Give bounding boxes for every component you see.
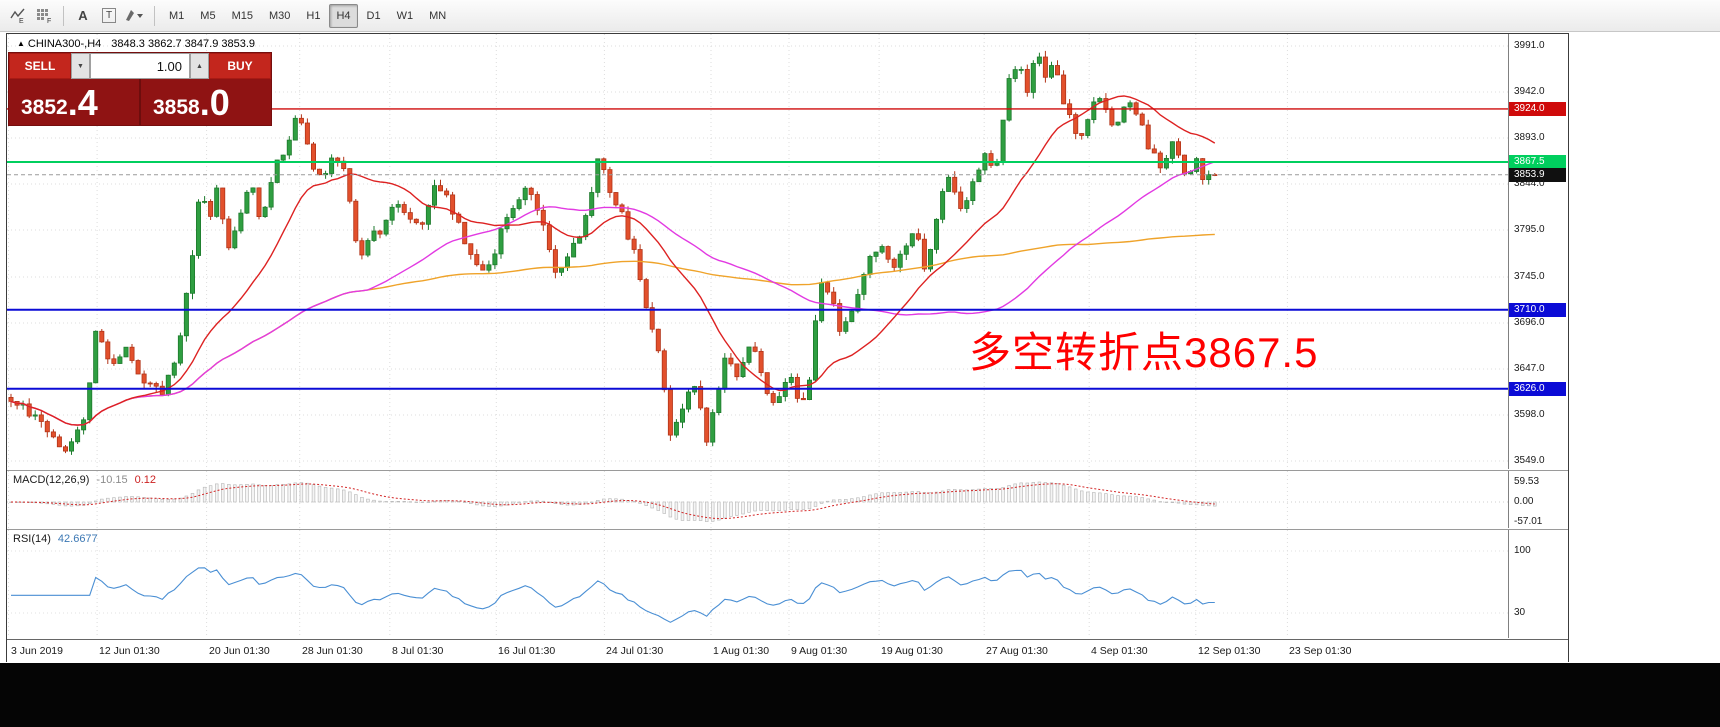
time-axis-label: 1 Aug 01:30 [713,645,770,657]
macd-panel: MACD(12,26,9) -10.15 0.12 59.53 0.00 -57.01 [7,470,1568,528]
timeframe-w1[interactable]: W1 [396,9,414,22]
price-axis-label: 3795.0 [1514,224,1545,235]
top-toolbar: E F A T M1 M5 M15 M30 H1 H4 D1 W1 MN [0,0,1720,32]
font-tool-button[interactable]: A [71,4,95,28]
price-axis[interactable]: 3924.0 3867.5 3853.9 3710.0 3626.0 3991.0 3942… [1508,34,1568,469]
timeframe-m5[interactable]: M5 [200,9,216,22]
ohlc-values: 3848.3 3862.7 3847.9 3853.9 [111,38,256,50]
price-axis-label: 3647.0 [1514,363,1545,374]
rsi-label: RSI(14) 42.6677 [13,533,98,545]
toolbar-separator [154,5,155,26]
rsi-axis[interactable]: 100 30 [1508,530,1568,638]
price-tag: 3710.0 [1509,303,1566,317]
one-click-trade-panel: SELL ▼ ▲ BUY 3852 .4 3858 .0 [9,53,271,125]
svg-text:F: F [47,18,51,24]
dropdown-chevron-icon [137,14,143,18]
time-axis-label: 19 Aug 01:30 [881,645,943,657]
indicator-grid-icon: F [36,9,51,24]
shapes-tool-icon [126,10,143,21]
macd-main-value: -10.15 [96,474,128,486]
price-axis-label: 3598.0 [1514,409,1545,420]
price-tag: 3867.5 [1509,155,1566,169]
macd-axis-label: 59.53 [1514,476,1540,487]
bid-price-fraction: .4 [67,82,98,123]
price-tag: 3924.0 [1509,102,1566,116]
pivot-annotation-text: 多空转折点3867.5 [969,329,1319,376]
buy-button[interactable]: BUY [209,53,271,79]
chart-window: ▲ CHINA300-,H4 3848.3 3862.7 3847.9 3853.9… [6,33,1569,662]
time-axis-label: 12 Jun 01:30 [99,645,160,657]
time-axis-label: 9 Aug 01:30 [791,645,848,657]
time-axis-label: 16 Jul 01:30 [498,645,556,657]
volume-decrease-button[interactable]: ▼ [71,53,90,79]
price-tag: 3626.0 [1509,382,1566,396]
macd-axis[interactable]: 59.53 0.00 -57.01 [1508,471,1568,528]
ask-price-main: 3858 [153,96,200,119]
price-axis-label: 3893.0 [1514,132,1545,143]
price-axis-label: 3844.0 [1514,178,1545,189]
volume-increase-button[interactable]: ▲ [190,53,209,79]
line-studies-button[interactable]: E [6,4,30,28]
time-axis-label: 24 Jul 01:30 [606,645,664,657]
timeframe-m1[interactable]: M1 [169,9,185,22]
time-axis-label: 4 Sep 01:30 [1091,645,1148,657]
collapse-triangle-icon[interactable]: ▲ [17,39,25,48]
shapes-tool-button[interactable] [123,4,147,28]
candlestick-chart-canvas[interactable] [7,34,1508,469]
sell-button[interactable]: SELL [9,53,71,79]
timeframe-m15[interactable]: M15 [231,9,253,22]
price-panel: ▲ CHINA300-,H4 3848.3 3862.7 3847.9 3853.9… [7,34,1568,469]
chart-title: ▲ CHINA300-,H4 3848.3 3862.7 3847.9 3853.9 [17,38,255,50]
bid-price-main: 3852 [21,96,68,119]
price-tag: 3853.9 [1509,168,1566,182]
rsi-chart-canvas[interactable] [7,530,1508,638]
ask-price-display[interactable]: 3858 .0 [139,79,271,125]
rsi-name: RSI(14) [13,533,51,545]
rsi-value: 42.6677 [57,533,98,545]
time-axis-label: 8 Jul 01:30 [392,645,444,657]
macd-signal-value: 0.12 [134,474,157,486]
time-axis-label: 28 Jun 01:30 [302,645,363,657]
bid-price-display[interactable]: 3852 .4 [9,79,139,125]
ask-price-fraction: .0 [199,82,230,123]
time-axis-label: 12 Sep 01:30 [1198,645,1261,657]
indicator-list-button[interactable]: F [32,4,56,28]
time-axis-label: 20 Jun 01:30 [209,645,270,657]
toolbar-separator [63,5,64,26]
time-axis-label: 3 Jun 2019 [11,645,63,657]
volume-input[interactable] [90,53,190,79]
time-axis-label: 27 Aug 01:30 [986,645,1048,657]
rsi-axis-label: 30 [1514,607,1526,618]
timeframe-m30[interactable]: M30 [268,9,291,22]
timeframe-h4[interactable]: H4 [329,3,358,28]
macd-name: MACD(12,26,9) [13,474,90,486]
svg-text:E: E [19,18,24,24]
macd-axis-label: 0.00 [1514,496,1534,507]
timeframe-h1[interactable]: H1 [306,9,321,22]
price-axis-label: 3549.0 [1514,455,1545,466]
price-axis-label: 3696.0 [1514,317,1545,328]
font-tool-icon: A [78,8,88,23]
line-studies-icon: E [9,8,25,24]
price-axis-label: 3942.0 [1514,86,1545,97]
text-label-tool-button[interactable]: T [97,4,121,28]
price-axis-label: 3745.0 [1514,271,1545,282]
macd-axis-label: -57.01 [1514,516,1543,527]
macd-label: MACD(12,26,9) -10.15 0.12 [13,474,156,486]
bottom-black-area [0,663,1720,727]
price-axis-label: 3991.0 [1514,40,1545,51]
timeframe-mn[interactable]: MN [429,9,447,22]
time-axis-label: 23 Sep 01:30 [1289,645,1352,657]
rsi-panel: RSI(14) 42.6677 100 30 [7,529,1568,638]
symbol-timeframe-label: CHINA300-,H4 [27,38,102,50]
rsi-axis-label: 100 [1514,545,1531,556]
timeframe-d1[interactable]: D1 [366,9,381,22]
text-label-tool-icon: T [101,8,117,23]
macd-chart-canvas[interactable] [7,471,1508,528]
time-axis[interactable]: 3 Jun 2019 12 Jun 01:30 20 Jun 01:30 28 Jun… [7,639,1568,662]
